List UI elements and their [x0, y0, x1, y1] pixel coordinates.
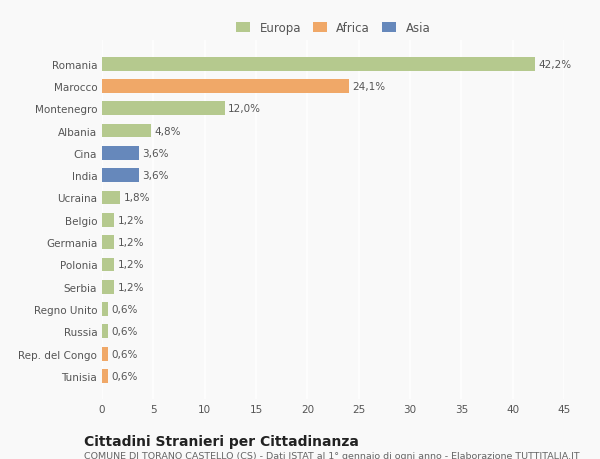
Text: 0,6%: 0,6% [111, 371, 137, 381]
Legend: Europa, Africa, Asia: Europa, Africa, Asia [232, 18, 434, 39]
Bar [102, 347, 108, 361]
Bar [102, 325, 108, 339]
Bar [102, 102, 225, 116]
Text: 42,2%: 42,2% [538, 60, 571, 69]
Bar [102, 235, 115, 250]
Text: 4,8%: 4,8% [154, 126, 181, 136]
Bar [102, 191, 121, 205]
Text: 3,6%: 3,6% [142, 149, 169, 158]
Bar [102, 80, 349, 94]
Text: 0,6%: 0,6% [111, 327, 137, 336]
Text: 1,2%: 1,2% [118, 215, 144, 225]
Text: 1,2%: 1,2% [118, 260, 144, 270]
Text: 1,2%: 1,2% [118, 282, 144, 292]
Text: COMUNE DI TORANO CASTELLO (CS) - Dati ISTAT al 1° gennaio di ogni anno - Elabora: COMUNE DI TORANO CASTELLO (CS) - Dati IS… [84, 451, 580, 459]
Bar [102, 213, 115, 227]
Bar [102, 302, 108, 316]
Bar [102, 124, 151, 138]
Text: 3,6%: 3,6% [142, 171, 169, 181]
Text: 1,2%: 1,2% [118, 238, 144, 247]
Text: 0,6%: 0,6% [111, 349, 137, 359]
Bar [102, 258, 115, 272]
Text: 0,6%: 0,6% [111, 304, 137, 314]
Bar [102, 280, 115, 294]
Bar [102, 146, 139, 161]
Bar [102, 369, 108, 383]
Text: 24,1%: 24,1% [353, 82, 386, 92]
Bar [102, 169, 139, 183]
Text: 1,8%: 1,8% [124, 193, 150, 203]
Text: 12,0%: 12,0% [228, 104, 261, 114]
Bar [102, 57, 535, 72]
Text: Cittadini Stranieri per Cittadinanza: Cittadini Stranieri per Cittadinanza [84, 434, 359, 448]
